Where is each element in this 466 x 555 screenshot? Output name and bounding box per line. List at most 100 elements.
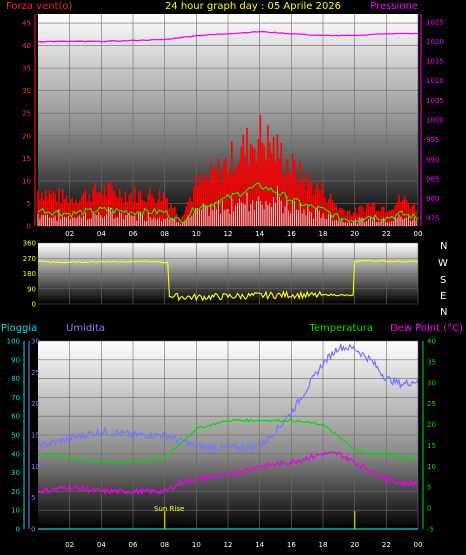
compass-n-bottom: N xyxy=(440,307,447,318)
humidity-tick-label: 0 xyxy=(31,526,35,534)
temperature-tick-label: 20 xyxy=(427,421,436,429)
temperature-tick-label: 0 xyxy=(427,505,431,513)
x-tick-label: 20 xyxy=(350,541,359,549)
rain-tick-label: 80 xyxy=(11,375,20,383)
wind-tick-label: 35 xyxy=(22,65,31,73)
x-tick-label: 02 xyxy=(65,230,74,238)
rain-tick-label: 90 xyxy=(11,356,20,364)
rain-tick-label: 60 xyxy=(11,413,20,421)
x-tick-label: 16 xyxy=(287,230,296,238)
dewpoint-line xyxy=(37,451,418,496)
pressure-tick-label: 980 xyxy=(426,195,439,203)
pressure-tick-label: 975 xyxy=(426,215,439,223)
temperature-tick-label: 10 xyxy=(427,463,436,471)
x-tick-label: 14 xyxy=(255,541,264,549)
x-tick-label: 10 xyxy=(192,230,201,238)
wind-average-line xyxy=(37,182,419,224)
series-group xyxy=(37,31,419,530)
x-tick-label: 12 xyxy=(224,230,233,238)
humidity-tick-label: 15 xyxy=(31,432,40,440)
rain-tick-label: 100 xyxy=(7,338,20,346)
wind-tick-label: 20 xyxy=(22,132,31,140)
compass-s: S xyxy=(440,275,446,286)
humidity-tick-label: 30 xyxy=(31,338,40,346)
wind-tick-label: 45 xyxy=(22,20,31,28)
compass-e: E xyxy=(440,291,446,302)
pressure-tick-label: 995 xyxy=(426,136,439,144)
temperature-tick-label: 5 xyxy=(427,484,431,492)
rain-tick-label: 20 xyxy=(11,488,20,496)
x-tick-label: 08 xyxy=(160,230,169,238)
x-tick-label: 02 xyxy=(65,541,74,549)
wind-direction-line xyxy=(37,259,419,302)
wind-tick-label: 15 xyxy=(22,155,31,163)
humidity-axis-title: Umidita xyxy=(66,323,105,334)
direction-tick-label: 180 xyxy=(23,270,36,278)
pressure-line xyxy=(37,31,419,43)
rain-tick-label: 0 xyxy=(16,526,20,534)
x-tick-label: 04 xyxy=(97,541,106,549)
rain-tick-label: 70 xyxy=(11,394,20,402)
direction-tick-label: 90 xyxy=(27,285,36,293)
x-tick-label: 06 xyxy=(129,230,138,238)
rain-tick-label: 10 xyxy=(11,507,20,515)
pressure-tick-label: 1005 xyxy=(426,97,444,105)
pressure-tick-label: 990 xyxy=(426,156,439,164)
x-tick-label: 08 xyxy=(160,541,169,549)
x-tick-label: 16 xyxy=(287,541,296,549)
sun-rise-label: Sun Rise xyxy=(154,505,184,513)
rain-tick-label: 40 xyxy=(11,450,20,458)
humidity-tick-label: 20 xyxy=(31,400,40,408)
temperature-axis-title: Temperatura xyxy=(308,323,373,334)
x-tick-label: 20 xyxy=(350,230,359,238)
x-tick-label: 18 xyxy=(319,541,328,549)
direction-tick-label: 270 xyxy=(23,255,36,263)
direction-tick-label: 360 xyxy=(23,240,36,248)
pressure-tick-label: 1000 xyxy=(426,117,444,125)
wind-tick-label: 40 xyxy=(22,42,31,50)
rain-tick-label: 30 xyxy=(11,469,20,477)
x-tick-label: 18 xyxy=(319,230,328,238)
temperature-tick-label: 30 xyxy=(427,379,436,387)
wind-axis-title: Forza vent(o) xyxy=(6,1,73,12)
rain-axis-title: Pioggia xyxy=(1,323,37,334)
wind-tick-label: 30 xyxy=(22,87,31,95)
x-tick-label: 06 xyxy=(129,541,138,549)
temperature-tick-label: 15 xyxy=(427,442,436,450)
x-tick-label: 10 xyxy=(192,541,201,549)
temperature-tick-label: -5 xyxy=(427,526,434,534)
pressure-tick-label: 1015 xyxy=(426,58,444,66)
x-tick-label: 12 xyxy=(224,541,233,549)
x-tick-label: 00 xyxy=(414,230,423,238)
x-tick-label: 22 xyxy=(382,541,391,549)
humidity-line xyxy=(37,343,419,454)
direction-tick-label: 0 xyxy=(32,301,36,309)
pressure-tick-label: 1020 xyxy=(426,38,444,46)
compass-n-top: N xyxy=(440,241,447,252)
dewpoint-axis-title: Dew Point (°C) xyxy=(390,323,463,334)
humidity-tick-label: 10 xyxy=(31,463,40,471)
x-tick-label: 00 xyxy=(414,541,423,549)
wind-tick-label: 25 xyxy=(22,110,31,118)
temperature-tick-label: 25 xyxy=(427,400,436,408)
wind-tick-label: 10 xyxy=(22,177,31,185)
humidity-tick-label: 5 xyxy=(31,494,35,502)
chart-title: 24 hour graph day : 05 Aprile 2026 xyxy=(165,1,341,12)
wind-tick-label: 0 xyxy=(27,223,31,231)
wind-tick-label: 5 xyxy=(27,200,31,208)
temperature-tick-label: 35 xyxy=(427,358,436,366)
pressure-axis-title: Pressione xyxy=(370,1,418,12)
x-tick-label: 04 xyxy=(97,230,106,238)
x-tick-label: 14 xyxy=(255,230,264,238)
pressure-tick-label: 1025 xyxy=(426,18,444,26)
x-tick-label: 22 xyxy=(382,230,391,238)
rain-tick-label: 50 xyxy=(11,432,20,440)
compass-w: W xyxy=(438,258,448,269)
temperature-tick-label: 40 xyxy=(427,338,436,346)
pressure-tick-label: 985 xyxy=(426,175,439,183)
humidity-tick-label: 25 xyxy=(31,369,40,377)
temperature-line xyxy=(37,417,419,464)
